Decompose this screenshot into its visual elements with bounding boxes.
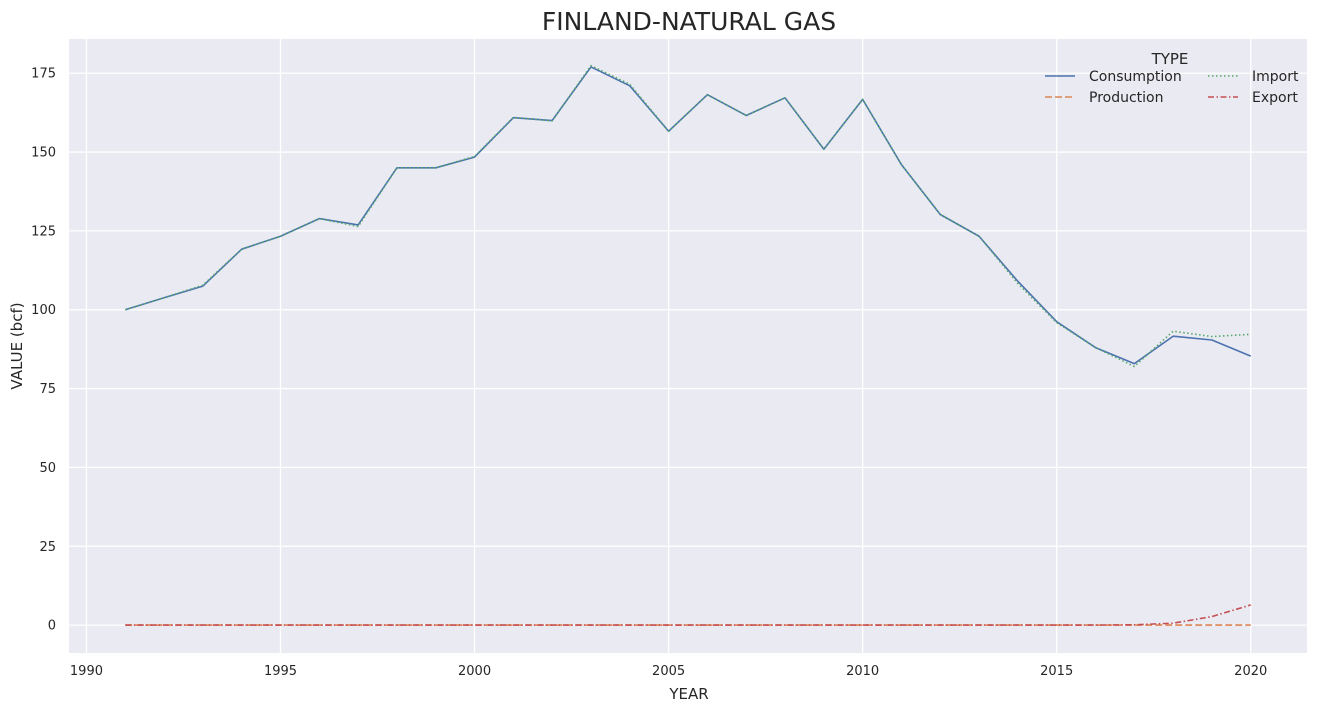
- y-tick-label: 125: [31, 224, 56, 239]
- series-lines: [125, 64, 1252, 626]
- x-tick-label: 2010: [846, 664, 879, 679]
- x-axis-label: YEAR: [668, 685, 708, 703]
- legend: TYPE Consumption Production Import Export: [1045, 50, 1299, 106]
- legend-label-export: Export: [1252, 90, 1298, 106]
- legend-label-import: Import: [1252, 69, 1299, 85]
- x-tick-label: 1990: [70, 664, 103, 679]
- y-tick-label: 0: [48, 619, 56, 634]
- y-tick-label: 50: [39, 461, 56, 476]
- y-tick-label: 175: [31, 67, 56, 82]
- legend-label-consumption: Consumption: [1089, 69, 1182, 85]
- x-tick-label: 2015: [1040, 664, 1073, 679]
- legend-label-production: Production: [1089, 90, 1163, 106]
- chart-title: FINLAND-NATURAL GAS: [542, 7, 836, 36]
- series-line-export: [125, 604, 1251, 626]
- x-axis-ticks: 1990 1995 2000 2005 2010 2015 2020: [70, 664, 1267, 679]
- legend-title: TYPE: [1151, 50, 1189, 68]
- y-tick-label: 150: [31, 146, 56, 161]
- x-tick-label: 2005: [652, 664, 685, 679]
- x-tick-label: 2020: [1234, 664, 1267, 679]
- y-tick-label: 100: [31, 303, 56, 318]
- x-tick-label: 2000: [458, 664, 491, 679]
- y-axis-label: VALUE (bcf): [8, 302, 26, 389]
- y-axis-ticks: 0 25 50 75 100 125 150 175: [31, 67, 56, 634]
- y-tick-label: 75: [39, 382, 56, 397]
- series-line-consumption: [125, 66, 1252, 365]
- plot-area: [69, 39, 1307, 653]
- x-tick-label: 1995: [264, 664, 297, 679]
- y-tick-label: 25: [39, 540, 56, 555]
